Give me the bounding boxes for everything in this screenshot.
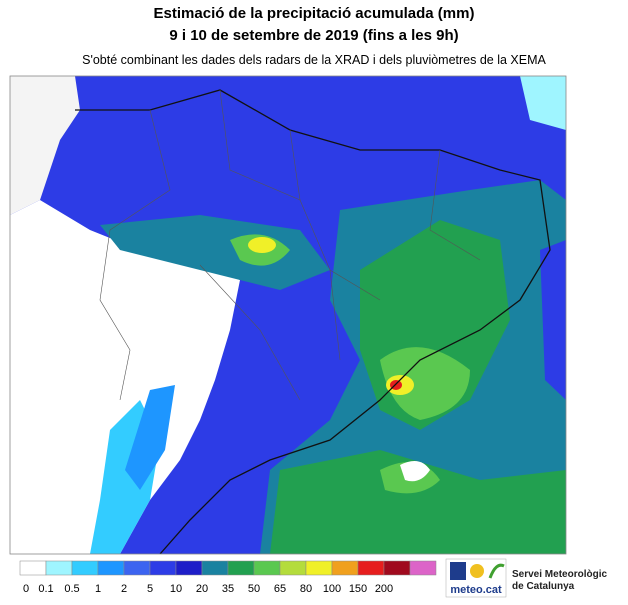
logo-org: de Catalunya xyxy=(512,581,575,592)
legend-swatch xyxy=(253,560,281,576)
legend-label: 1 xyxy=(95,583,101,595)
legend-swatch xyxy=(45,560,73,576)
legend-label: 200 xyxy=(375,583,393,595)
logo-icon xyxy=(488,563,505,579)
legend-label: 50 xyxy=(248,583,260,595)
legend-label: 0.1 xyxy=(38,583,53,595)
coastline-border xyxy=(75,89,551,554)
precip-field xyxy=(125,385,175,490)
legend-swatch xyxy=(305,560,333,576)
legend-label: 150 xyxy=(349,583,367,595)
precip-field xyxy=(270,450,566,554)
legend: 0 0.1 0.5 1 2 5 10 20 35 50 65 80 100 150 200 xyxy=(19,560,437,595)
legend-swatch xyxy=(19,560,47,576)
legend-swatch xyxy=(227,560,255,576)
legend-label: 80 xyxy=(300,583,312,595)
legend-swatch xyxy=(123,560,151,576)
map-frame xyxy=(9,75,567,555)
legend-label: 0 xyxy=(23,583,29,595)
legend-swatch xyxy=(279,560,307,576)
legend-swatch xyxy=(149,560,177,576)
subtitle: S'obté combinant les dades dels radars d… xyxy=(82,53,546,67)
dry-area xyxy=(10,200,240,554)
map xyxy=(9,75,567,555)
precip-field xyxy=(100,215,330,290)
legend-swatch xyxy=(331,560,359,576)
title: 9 i 10 de setembre de 2019 (fins a les 9… xyxy=(169,27,458,44)
legend-swatch xyxy=(383,560,411,576)
precip-field xyxy=(520,76,566,130)
precip-field xyxy=(540,240,566,400)
logo-icon xyxy=(470,564,484,578)
logo-brand: meteo.cat xyxy=(450,584,502,596)
logo-icon xyxy=(450,562,466,580)
legend-label: 0.5 xyxy=(64,583,79,595)
legend-label: 20 xyxy=(196,583,208,595)
dry-area xyxy=(400,461,430,482)
legend-swatch xyxy=(175,560,203,576)
legend-label: 5 xyxy=(147,583,153,595)
legend-swatch xyxy=(71,560,99,576)
logo: meteo.cat Servei Meteorològic de Catalun… xyxy=(445,558,607,598)
legend-swatch xyxy=(409,560,437,576)
no-data-area xyxy=(10,76,80,215)
legend-label: 100 xyxy=(323,583,341,595)
legend-label: 2 xyxy=(121,583,127,595)
legend-label: 10 xyxy=(170,583,182,595)
legend-label: 65 xyxy=(274,583,286,595)
title: Estimació de la precipitació acumulada (… xyxy=(154,5,475,22)
county-borders xyxy=(99,89,481,401)
precip-field xyxy=(248,237,276,253)
legend-swatch xyxy=(201,560,229,576)
legend-label: 35 xyxy=(222,583,234,595)
logo-org: Servei Meteorològic xyxy=(512,569,607,580)
legend-swatch xyxy=(357,560,385,576)
legend-swatch xyxy=(97,560,125,576)
precip-field xyxy=(380,347,470,420)
